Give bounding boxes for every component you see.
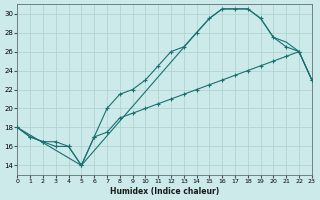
X-axis label: Humidex (Indice chaleur): Humidex (Indice chaleur) [110, 187, 219, 196]
